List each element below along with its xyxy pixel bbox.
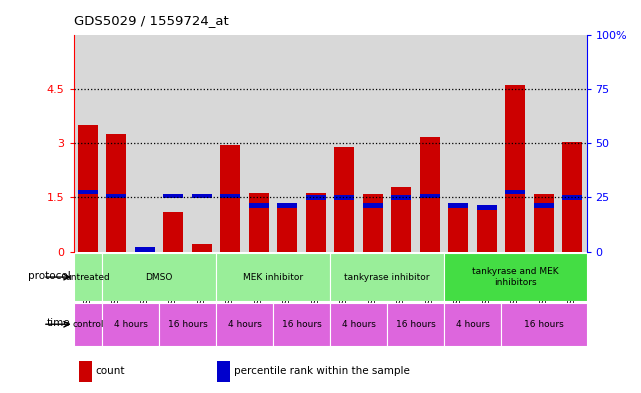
- Bar: [529, 35, 558, 252]
- Bar: [192, 244, 212, 252]
- Bar: [330, 35, 358, 252]
- Bar: [444, 253, 587, 301]
- Bar: [306, 193, 326, 252]
- Text: MEK inhibitor: MEK inhibitor: [243, 273, 303, 281]
- Bar: [131, 35, 159, 252]
- Bar: [306, 195, 326, 200]
- Text: 4 hours: 4 hours: [342, 320, 376, 329]
- Text: 16 hours: 16 hours: [282, 320, 322, 329]
- Bar: [221, 145, 240, 252]
- Bar: [273, 303, 330, 346]
- Bar: [221, 193, 240, 198]
- Bar: [78, 190, 98, 194]
- Bar: [245, 35, 273, 252]
- Bar: [102, 35, 131, 252]
- Bar: [363, 194, 383, 252]
- Bar: [392, 195, 412, 200]
- Text: 4 hours: 4 hours: [456, 320, 490, 329]
- Bar: [163, 193, 183, 198]
- Bar: [505, 85, 525, 252]
- Text: control: control: [72, 320, 104, 329]
- Bar: [74, 35, 102, 252]
- Bar: [358, 35, 387, 252]
- Bar: [477, 210, 497, 252]
- Bar: [159, 303, 216, 346]
- Bar: [534, 194, 554, 252]
- Bar: [448, 203, 469, 208]
- Bar: [444, 35, 472, 252]
- Bar: [217, 361, 230, 382]
- Bar: [278, 204, 297, 252]
- Bar: [363, 203, 383, 208]
- Text: 4 hours: 4 hours: [228, 320, 262, 329]
- Text: 16 hours: 16 hours: [168, 320, 208, 329]
- Bar: [74, 303, 102, 346]
- Bar: [302, 35, 330, 252]
- Text: count: count: [96, 366, 125, 376]
- Bar: [74, 253, 102, 301]
- Bar: [330, 253, 444, 301]
- Text: DMSO: DMSO: [146, 273, 173, 281]
- Text: tankyrase and MEK
inhibitors: tankyrase and MEK inhibitors: [472, 267, 558, 287]
- Text: GDS5029 / 1559724_at: GDS5029 / 1559724_at: [74, 15, 228, 28]
- Bar: [273, 35, 302, 252]
- Text: 16 hours: 16 hours: [524, 320, 563, 329]
- Bar: [330, 303, 387, 346]
- Text: time: time: [47, 318, 71, 328]
- Text: tankyrase inhibitor: tankyrase inhibitor: [344, 273, 430, 281]
- Bar: [106, 134, 126, 252]
- Bar: [163, 212, 183, 252]
- Bar: [415, 35, 444, 252]
- Bar: [216, 35, 245, 252]
- Bar: [444, 303, 501, 346]
- Bar: [387, 303, 444, 346]
- Bar: [106, 193, 126, 198]
- Bar: [420, 193, 440, 198]
- Bar: [102, 303, 159, 346]
- Bar: [278, 203, 297, 208]
- Bar: [501, 35, 529, 252]
- Text: percentile rank within the sample: percentile rank within the sample: [234, 366, 410, 376]
- Bar: [135, 250, 155, 252]
- Bar: [135, 247, 155, 252]
- Bar: [501, 303, 587, 346]
- Bar: [188, 35, 216, 252]
- Bar: [78, 125, 98, 252]
- Bar: [192, 193, 212, 198]
- Bar: [392, 187, 412, 252]
- Bar: [335, 147, 354, 252]
- Bar: [448, 203, 469, 252]
- Text: 16 hours: 16 hours: [395, 320, 435, 329]
- Bar: [79, 361, 92, 382]
- Bar: [562, 195, 582, 200]
- Bar: [102, 253, 216, 301]
- Bar: [249, 193, 269, 252]
- Text: protocol: protocol: [28, 271, 71, 281]
- Text: 4 hours: 4 hours: [113, 320, 147, 329]
- Bar: [472, 35, 501, 252]
- Bar: [558, 35, 587, 252]
- Bar: [216, 303, 273, 346]
- Bar: [216, 253, 330, 301]
- Bar: [249, 203, 269, 208]
- Bar: [477, 206, 497, 210]
- Text: untreated: untreated: [65, 273, 110, 281]
- Bar: [335, 195, 354, 200]
- Bar: [562, 141, 582, 252]
- Bar: [420, 137, 440, 252]
- Bar: [534, 203, 554, 208]
- Bar: [505, 190, 525, 194]
- Bar: [159, 35, 188, 252]
- Bar: [387, 35, 415, 252]
